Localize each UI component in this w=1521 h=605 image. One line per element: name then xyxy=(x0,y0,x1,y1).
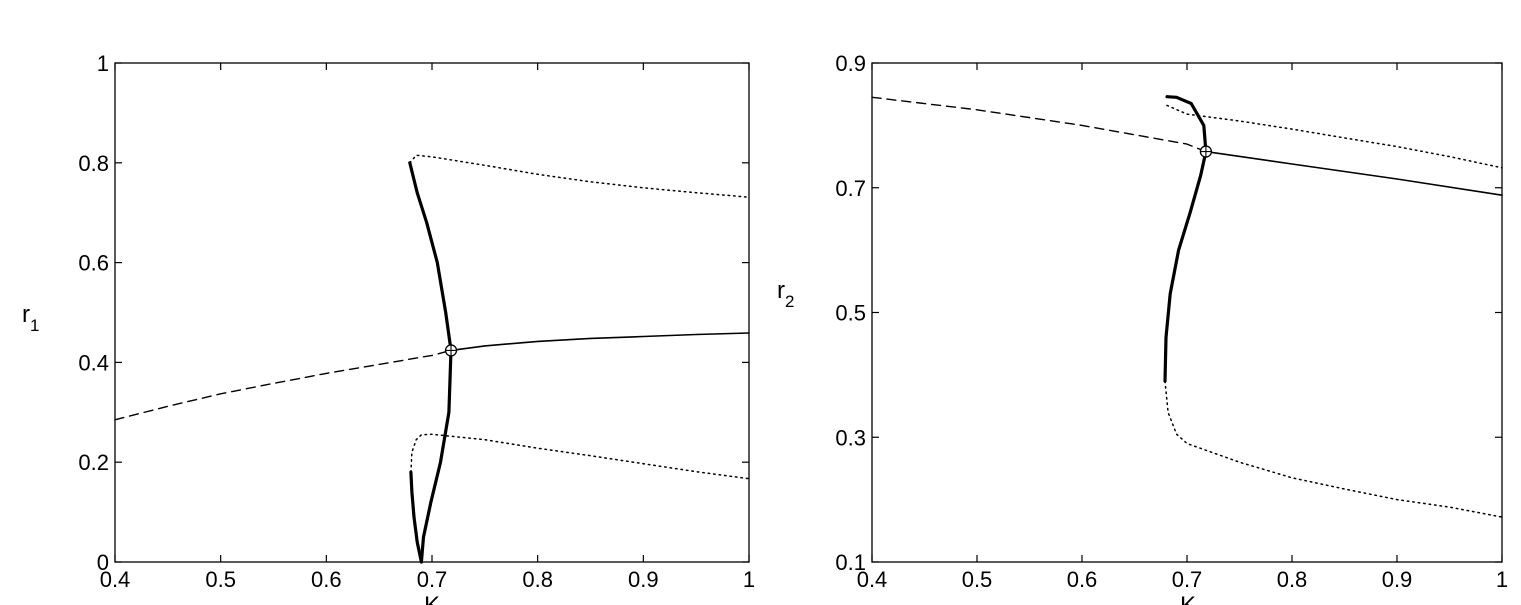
series-line-dashed xyxy=(871,96,1207,153)
y-tick-label: 0.2 xyxy=(78,450,109,475)
series-line-thick xyxy=(1163,95,1208,383)
x-tick-label: 0.5 xyxy=(962,567,993,592)
plot-frame xyxy=(871,62,1503,563)
y-tick-label: 0.3 xyxy=(835,425,866,450)
y-tick-label: 0.7 xyxy=(835,176,866,201)
y-axis-label-r2: r2 xyxy=(777,277,794,311)
x-tick-label: 0.8 xyxy=(522,567,553,592)
series-line-dotted xyxy=(409,154,750,198)
x-axis-label-left: K xyxy=(424,592,440,605)
x-tick-label: 0.9 xyxy=(1382,567,1413,592)
y-tick-label: 0.1 xyxy=(835,550,866,575)
x-tick-label: 0.7 xyxy=(1172,567,1203,592)
y-tick-label: 0.4 xyxy=(78,350,109,375)
panel-r1-vs-K: r1 K 0.4 0.5 0.6 0.7 0.8 0.9 1 0 0.2 0.4 0.6 0.8 1 xyxy=(22,51,755,605)
y-tick-label: 0.9 xyxy=(835,51,866,76)
x-tick-label: 1 xyxy=(1496,567,1508,592)
x-tick-label: 0.8 xyxy=(1277,567,1308,592)
x-axis-label-right: K xyxy=(1180,592,1196,605)
y-tick-label: 1 xyxy=(97,51,109,76)
x-tick-label: 0.9 xyxy=(628,567,659,592)
series-line-dashed xyxy=(114,349,452,421)
plot-frame xyxy=(114,62,750,563)
x-tick-label: 0.6 xyxy=(1067,567,1098,592)
y-tick-label: 0.6 xyxy=(78,251,109,276)
x-tick-label: 0.4 xyxy=(857,567,888,592)
series-line-thick xyxy=(409,470,423,564)
y-tick-label: 0.8 xyxy=(78,151,109,176)
series-line-dotted xyxy=(410,433,750,480)
x-tick-label: 0.5 xyxy=(205,567,236,592)
x-tick-label: 0.7 xyxy=(417,567,448,592)
x-tick-label: 1 xyxy=(743,567,755,592)
y-tick-label: 0.5 xyxy=(835,301,866,326)
series-line-dotted xyxy=(1166,104,1503,169)
x-tick-label: 0.4 xyxy=(100,567,131,592)
y-tick-label: 0 xyxy=(97,550,109,575)
series-line-thick xyxy=(408,161,453,564)
x-tick-label: 0.6 xyxy=(311,567,342,592)
series-line-solid xyxy=(1205,150,1503,196)
y-axis-label-r1: r1 xyxy=(22,301,39,335)
series-line-dotted xyxy=(1164,380,1503,518)
series-line-solid xyxy=(450,332,750,352)
panel-r2-vs-K: r2 K 0.4 0.5 0.6 0.7 0.8 0.9 1 0.1 0.3 0.5 0.7 0.9 xyxy=(777,51,1508,605)
